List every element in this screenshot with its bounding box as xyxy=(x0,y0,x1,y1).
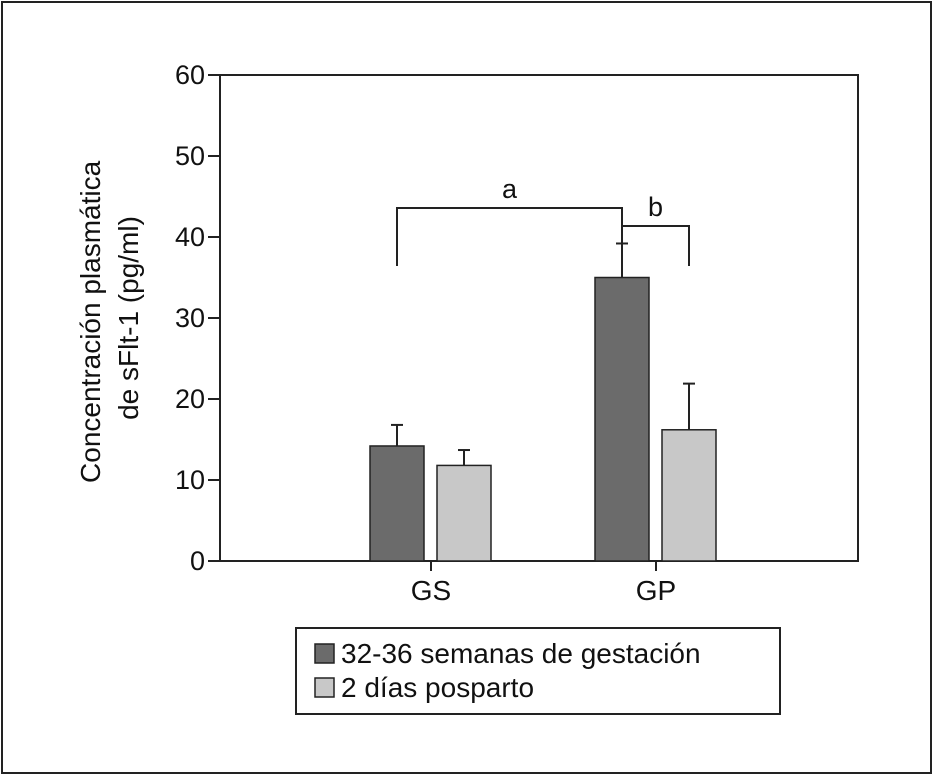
bar-gp-series-1 xyxy=(594,276,650,562)
y-tick-label: 20 xyxy=(175,384,205,414)
legend-label-series-1: 32-36 semanas de gestación xyxy=(341,638,701,669)
y-axis: 0 10 20 30 40 50 60 xyxy=(175,60,220,576)
significance-brackets: ab xyxy=(396,174,690,266)
bar-gp-series-2 xyxy=(661,429,717,562)
y-tick-label: 40 xyxy=(175,222,205,252)
significance-label-b: b xyxy=(648,192,663,222)
bar-gs-series-1 xyxy=(369,445,425,562)
y-axis-title-line-2: de sFlt-1 (pg/ml) xyxy=(113,216,144,420)
x-category-label: GP xyxy=(636,575,676,606)
significance-bracket-b xyxy=(621,225,690,266)
y-axis-title-line-1: Concentración plasmática xyxy=(75,160,106,483)
x-axis: GS GP xyxy=(411,561,676,606)
legend-box xyxy=(295,627,781,715)
legend-swatch-series-1 xyxy=(314,643,335,664)
x-category-label: GS xyxy=(411,575,451,606)
significance-label-a: a xyxy=(502,174,518,204)
y-tick-label: 0 xyxy=(190,546,205,576)
legend-label-series-2: 2 días posparto xyxy=(341,672,534,703)
y-tick-label: 60 xyxy=(175,60,205,90)
legend: 32-36 semanas de gestación 2 días pospar… xyxy=(295,627,781,715)
y-tick-label: 50 xyxy=(175,141,205,171)
legend-swatch-series-2 xyxy=(314,677,335,698)
y-tick-label: 30 xyxy=(175,303,205,333)
y-axis-title: Concentración plasmática de sFlt-1 (pg/m… xyxy=(75,153,144,483)
error-bars xyxy=(391,242,695,466)
bars xyxy=(369,276,717,562)
y-tick-label: 10 xyxy=(175,465,205,495)
bar-gs-series-2 xyxy=(436,464,492,562)
significance-bracket-a xyxy=(396,207,623,266)
